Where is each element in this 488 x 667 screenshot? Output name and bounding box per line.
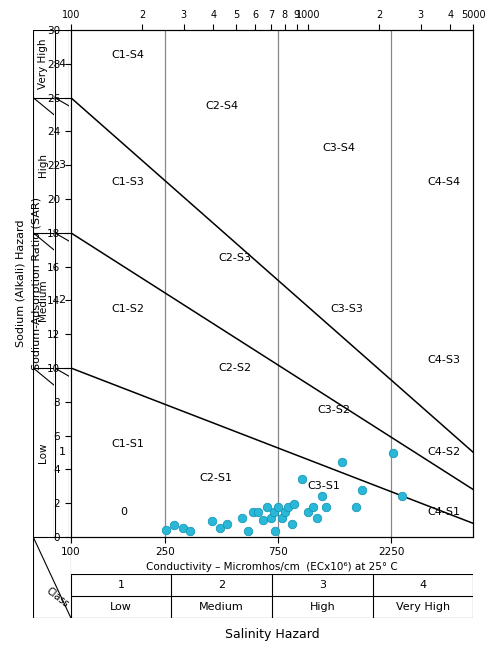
Text: C3-S3: C3-S3 — [331, 304, 364, 313]
Point — [264, 502, 271, 513]
Text: Low: Low — [110, 602, 132, 612]
Text: Medium: Medium — [200, 602, 244, 612]
Point — [267, 512, 275, 523]
Point — [313, 512, 321, 523]
Point — [290, 499, 298, 510]
Point — [238, 512, 246, 523]
Point — [281, 507, 288, 518]
X-axis label: Conductivity – Micromhos/cm  (ECx10⁶) at 25° C: Conductivity – Micromhos/cm (ECx10⁶) at … — [146, 562, 398, 572]
Point — [285, 502, 292, 513]
Point — [270, 507, 278, 518]
Point — [259, 515, 267, 526]
Point — [318, 490, 326, 501]
Text: 0: 0 — [121, 507, 127, 516]
Point — [323, 502, 330, 513]
Text: C1-S3: C1-S3 — [111, 177, 144, 187]
Text: 2: 2 — [218, 580, 225, 590]
Text: Very High: Very High — [396, 602, 450, 612]
Point — [389, 448, 397, 459]
Text: Very High: Very High — [39, 39, 48, 89]
Text: C4-S3: C4-S3 — [427, 355, 461, 364]
Text: 4: 4 — [420, 580, 427, 590]
Point — [170, 520, 178, 530]
Y-axis label: Sodium-Adsorption Ratio (SAR): Sodium-Adsorption Ratio (SAR) — [32, 197, 41, 370]
Text: C2-S3: C2-S3 — [219, 253, 251, 263]
Point — [244, 526, 252, 536]
Point — [304, 507, 311, 518]
Text: C3-S1: C3-S1 — [308, 482, 341, 491]
Point — [208, 516, 216, 526]
Point — [254, 507, 262, 518]
Point — [179, 522, 187, 533]
Text: Low: Low — [39, 442, 48, 463]
Text: C1-S4: C1-S4 — [111, 51, 144, 60]
Text: C2-S4: C2-S4 — [205, 101, 239, 111]
Text: Sodium (Alkali) Hazard: Sodium (Alkali) Hazard — [16, 219, 26, 348]
Text: Medium: Medium — [39, 279, 48, 321]
Point — [398, 490, 406, 501]
Text: Class: Class — [44, 586, 71, 610]
Text: 1: 1 — [118, 580, 124, 590]
Point — [271, 526, 279, 536]
Point — [338, 456, 346, 467]
Text: 3: 3 — [319, 580, 326, 590]
Point — [308, 502, 316, 513]
Text: 2: 2 — [59, 295, 65, 305]
Text: Salinity Hazard: Salinity Hazard — [225, 628, 319, 641]
Text: C1-S2: C1-S2 — [111, 304, 144, 313]
Point — [274, 502, 282, 513]
Text: 3: 3 — [59, 160, 65, 170]
Point — [358, 485, 366, 496]
Point — [249, 507, 257, 518]
Point — [288, 519, 296, 530]
Point — [162, 525, 170, 536]
Point — [278, 512, 286, 523]
Point — [217, 523, 224, 534]
Text: C3-S4: C3-S4 — [322, 143, 355, 153]
Point — [224, 519, 231, 530]
Point — [186, 526, 194, 536]
Text: C4-S4: C4-S4 — [427, 177, 461, 187]
Text: High: High — [39, 153, 48, 177]
Point — [352, 502, 360, 513]
Text: C1-S1: C1-S1 — [111, 439, 144, 449]
Text: C4-S1: C4-S1 — [427, 507, 461, 516]
Text: C3-S2: C3-S2 — [318, 406, 350, 415]
Text: C2-S1: C2-S1 — [200, 473, 233, 483]
Text: 4: 4 — [59, 59, 65, 69]
Text: High: High — [309, 602, 335, 612]
Point — [298, 474, 306, 484]
Text: C2-S2: C2-S2 — [219, 363, 252, 373]
Text: C4-S2: C4-S2 — [427, 448, 461, 458]
Text: 1: 1 — [59, 448, 65, 458]
